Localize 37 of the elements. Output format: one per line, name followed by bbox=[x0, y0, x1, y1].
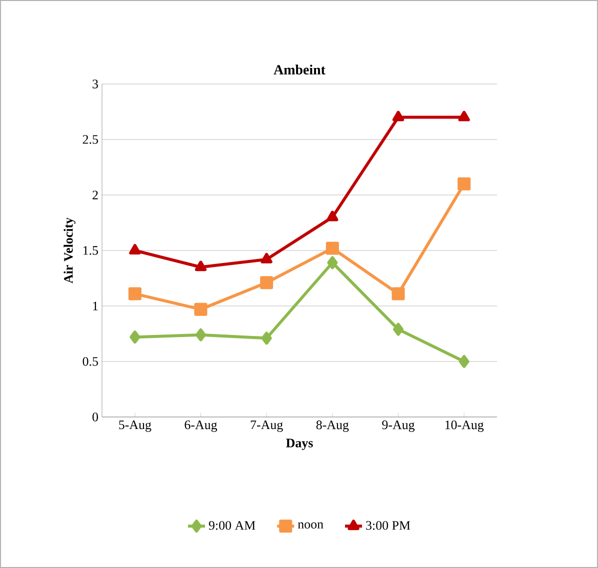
legend-label: noon bbox=[298, 522, 324, 529]
point bbox=[393, 322, 404, 336]
point bbox=[326, 242, 339, 255]
x-axis-title: Days bbox=[286, 438, 313, 450]
x-tick-label: 9-Aug bbox=[382, 420, 415, 432]
y-tick-label: 0.5 bbox=[82, 357, 98, 366]
point bbox=[326, 210, 338, 222]
point bbox=[458, 354, 470, 368]
chart-title: Ambeint bbox=[274, 64, 326, 74]
point bbox=[194, 260, 207, 272]
y-tick-label: 1 bbox=[93, 302, 98, 310]
x-tick-label: 8-Aug bbox=[316, 420, 349, 432]
point bbox=[196, 328, 206, 342]
legend-label: 3:00 PM bbox=[366, 521, 410, 530]
point bbox=[194, 302, 208, 316]
x-tick-label: 10-Aug bbox=[445, 420, 484, 432]
point bbox=[128, 287, 142, 300]
point bbox=[260, 252, 272, 264]
point bbox=[458, 110, 470, 122]
point bbox=[261, 332, 272, 345]
y-tick-label: 1.5 bbox=[83, 246, 98, 255]
y-axis-title: Air Velocity bbox=[64, 218, 76, 284]
point bbox=[327, 256, 338, 270]
point bbox=[129, 244, 141, 254]
point bbox=[260, 276, 274, 290]
x-tick-label: 7-Aug bbox=[250, 420, 283, 432]
legend-label: 9:00 AM bbox=[208, 521, 256, 530]
y-tick-label: 0 bbox=[92, 412, 98, 422]
y-tick-label: 2.5 bbox=[82, 135, 98, 144]
point bbox=[392, 287, 405, 300]
point bbox=[458, 177, 471, 190]
point bbox=[392, 110, 404, 122]
point bbox=[130, 330, 140, 344]
y-tick-label: 2 bbox=[92, 190, 98, 200]
y-tick-label: 3 bbox=[92, 80, 98, 88]
x-tick-label: 5-Aug bbox=[119, 420, 152, 432]
x-tick-label: 6-Aug bbox=[184, 420, 218, 432]
